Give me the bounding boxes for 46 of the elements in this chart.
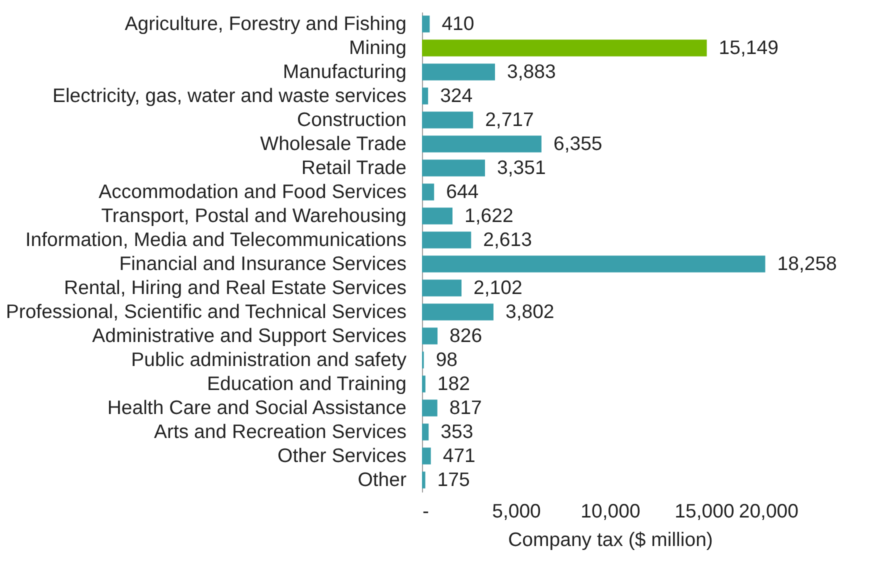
x-tick-label: -: [422, 500, 429, 522]
data-label: 18,258: [777, 253, 837, 275]
data-label: 98: [436, 349, 458, 371]
x-tick-label: 10,000: [580, 500, 640, 522]
y-tick-label: Rental, Hiring and Real Estate Services: [64, 277, 407, 299]
y-tick-label: Professional, Scientific and Technical Services: [6, 301, 407, 323]
data-label: 3,351: [497, 157, 546, 179]
x-tick-label: 20,000: [738, 500, 799, 522]
data-label: 410: [442, 13, 474, 35]
y-tick-label: Transport, Postal and Warehousing: [101, 205, 406, 227]
y-tick-label: Retail Trade: [301, 157, 406, 179]
data-label: 2,613: [483, 229, 532, 251]
data-label: 1,622: [464, 205, 514, 227]
data-label: 644: [446, 181, 479, 203]
y-tick-label: Agriculture, Forestry and Fishing: [124, 13, 406, 35]
data-label: 3,802: [505, 301, 554, 323]
data-label: 817: [449, 397, 482, 419]
y-tick-label: Other: [358, 469, 407, 491]
data-label: 826: [450, 325, 482, 347]
x-tick-label: 15,000: [674, 500, 734, 522]
data-label: 15,149: [718, 37, 778, 59]
data-label: 182: [437, 373, 470, 395]
data-label: 353: [440, 421, 474, 443]
y-tick-label: Arts and Recreation Services: [154, 421, 407, 443]
y-tick-label: Accommodation and Food Services: [98, 181, 407, 203]
y-tick-label: Information, Media and Telecommunications: [25, 229, 407, 251]
y-tick-label: Manufacturing: [282, 61, 406, 83]
data-label: 175: [437, 469, 470, 491]
y-tick-label: Mining: [349, 37, 406, 59]
x-tick-label: 5,000: [492, 500, 542, 522]
data-label: 324: [440, 85, 473, 107]
y-tick-label: Construction: [297, 109, 406, 131]
y-tick-label: Education and Training: [207, 373, 406, 395]
y-tick-label: Financial and Insurance Services: [119, 253, 407, 275]
y-tick-label: Wholesale Trade: [260, 133, 406, 155]
y-tick-label: Health Care and Social Assistance: [107, 397, 406, 419]
y-tick-label: Electricity, gas, water and waste services: [52, 85, 407, 107]
data-label: 3,883: [507, 61, 556, 83]
x-axis-title: Company tax ($ million): [508, 529, 713, 551]
data-label: 6,355: [553, 133, 602, 155]
y-tick-label: Public administration and safety: [131, 349, 407, 371]
y-tick-label: Administrative and Support Services: [92, 325, 407, 347]
data-label: 471: [442, 445, 476, 467]
data-label: 2,102: [474, 277, 522, 299]
y-tick-label: Other Services: [278, 445, 407, 467]
data-label: 2,717: [485, 109, 534, 131]
